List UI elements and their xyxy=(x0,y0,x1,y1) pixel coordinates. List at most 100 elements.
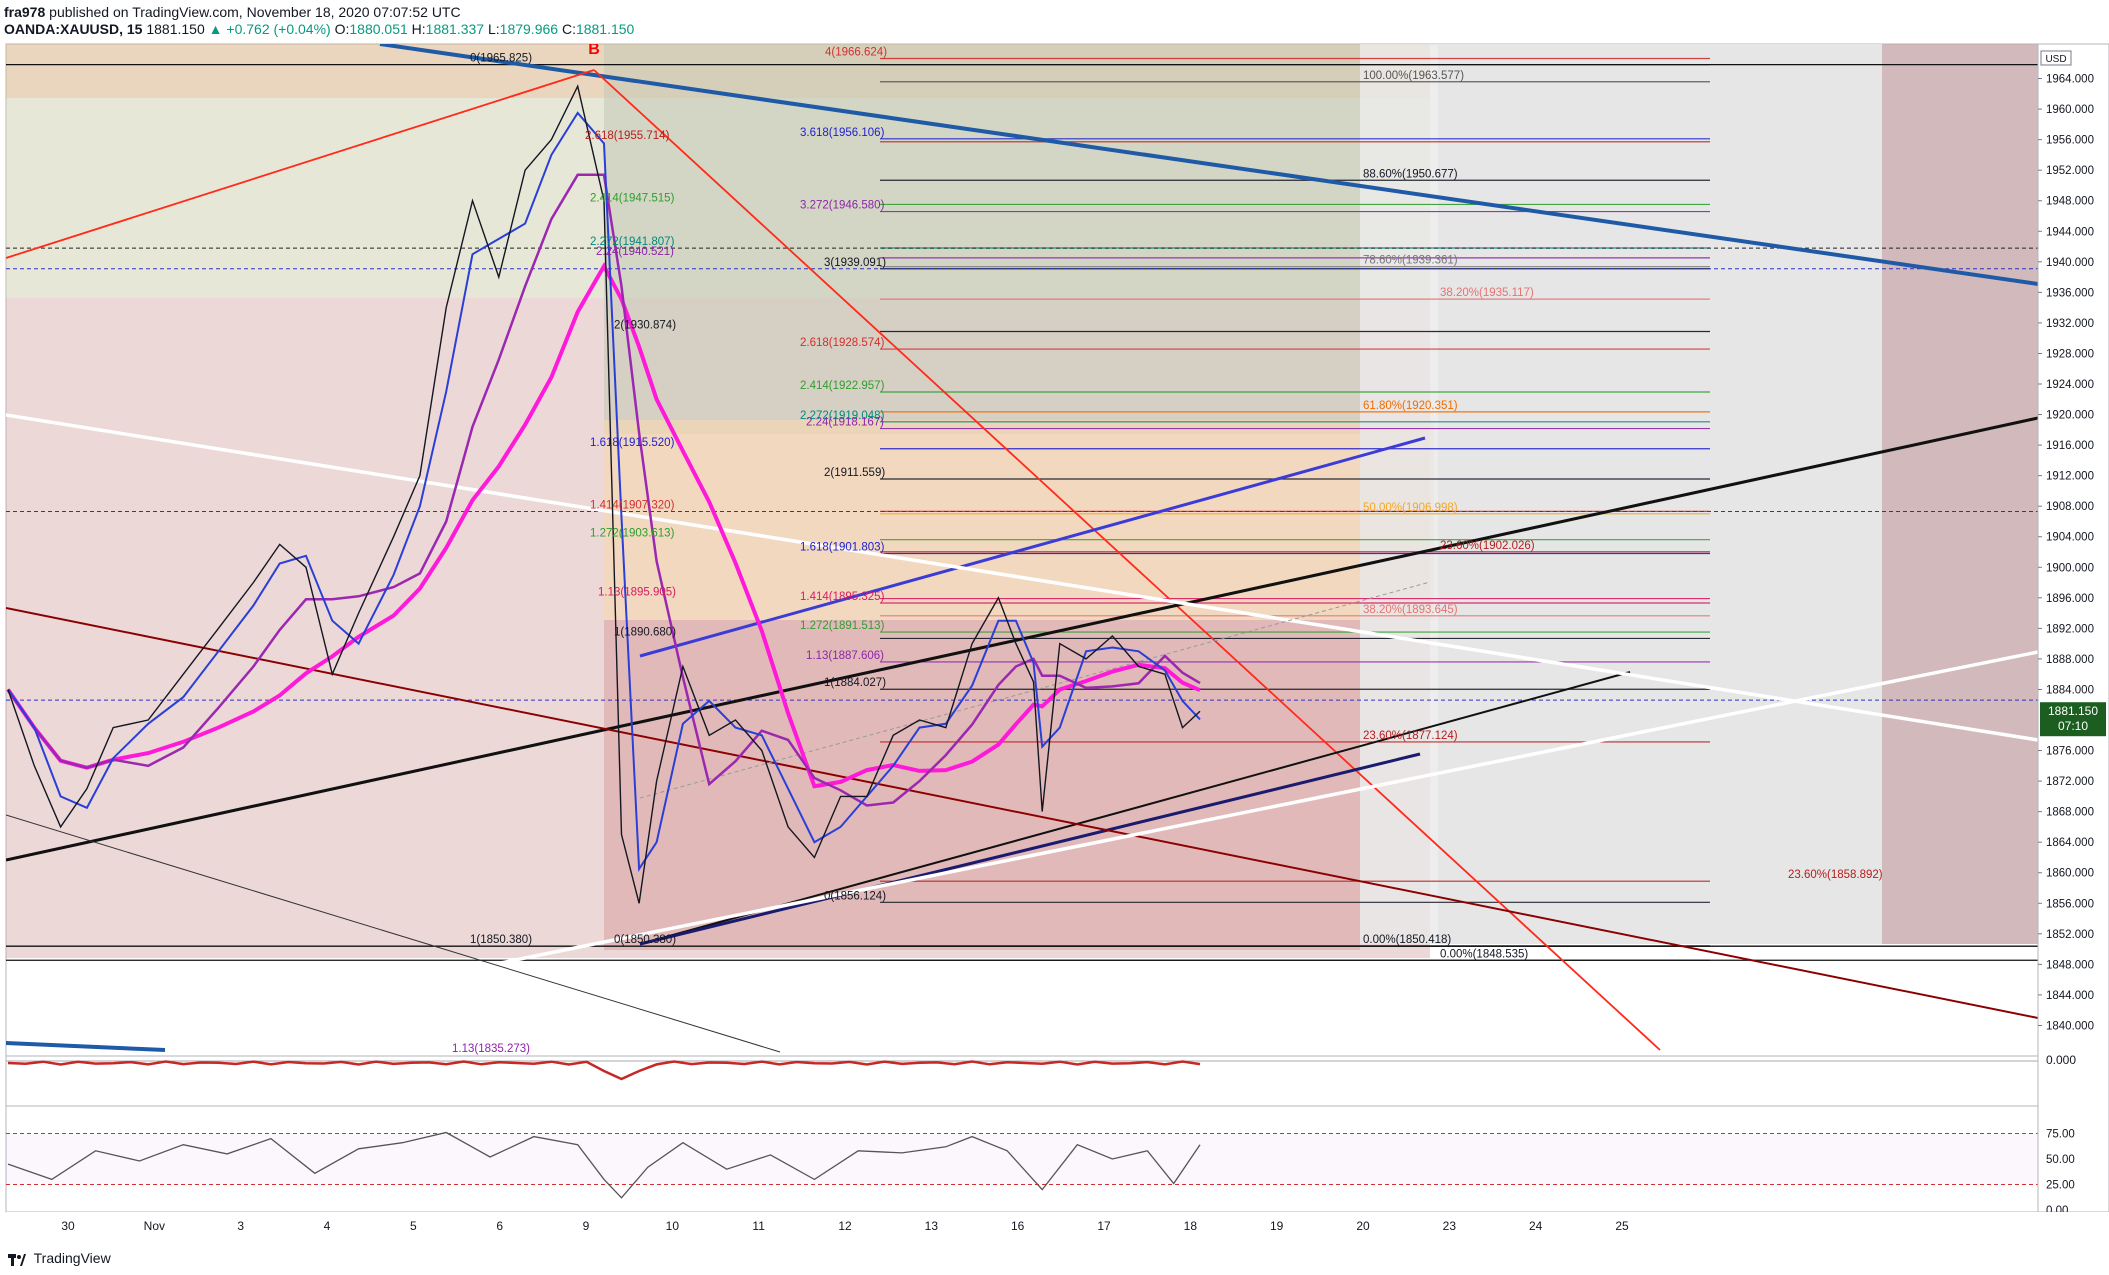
fib-label-27: 1.414(1895.325) xyxy=(800,591,885,603)
time-tick-11: 16 xyxy=(1011,1219,1025,1233)
time-tick-10: 13 xyxy=(925,1219,939,1233)
price-tick-10: 1924.000 xyxy=(2046,379,2094,391)
trend-blue-stub xyxy=(6,1041,166,1052)
white-line-lower xyxy=(79,650,2038,1050)
rsi-tick-2: 25.00 xyxy=(2046,1180,2075,1192)
rsi-series xyxy=(6,1131,2038,1199)
time-tick-16: 23 xyxy=(1443,1219,1457,1233)
close-value: 1881.150 xyxy=(575,21,635,37)
author-name[interactable]: fra978 xyxy=(4,4,46,20)
fib-label-23: 1.272(1903.613) xyxy=(590,528,675,540)
price-tick-21: 1876.000 xyxy=(2046,746,2094,758)
zone-green-box xyxy=(604,44,1360,434)
channel-navy xyxy=(639,752,1421,946)
fib-label-36: 1(1850.380) xyxy=(470,934,532,946)
price-tick-3: 1952.000 xyxy=(2046,165,2094,177)
rsi-line xyxy=(7,1131,1201,1199)
fib-labels: 0(1965.825) 4(1966.624) 100.00%(1963.577) 3… xyxy=(452,47,1883,1055)
fib-label-6: 2.414(1947.515) xyxy=(590,192,675,204)
zone-gray xyxy=(1438,44,1882,944)
time-tick-15: 20 xyxy=(1356,1219,1370,1233)
price-tick-7: 1936.000 xyxy=(2046,287,2094,299)
price-tick-2: 1956.000 xyxy=(2046,135,2094,147)
zone-orange-box xyxy=(604,420,1434,620)
open-label: O: xyxy=(334,21,350,37)
fib-label-13: 2(1930.874) xyxy=(614,320,676,332)
tradingview-logo-icon xyxy=(8,1253,26,1267)
fib-label-24: 23.60%(1902.026) xyxy=(1440,540,1535,552)
fib-label-12: 38.20%(1935.117) xyxy=(1440,287,1534,299)
high-value: 1881.337 xyxy=(425,21,485,37)
currency-badge[interactable] xyxy=(2040,50,2072,66)
channel-black-lower xyxy=(639,671,1631,945)
fib-label-16: 61.80%(1920.351) xyxy=(1363,400,1458,412)
time-tick-13: 18 xyxy=(1184,1219,1198,1233)
fib-label-2: 100.00%(1963.577) xyxy=(1363,70,1464,82)
fib-label-28: 38.20%(1893.645) xyxy=(1363,604,1458,616)
trend-lines xyxy=(6,44,2038,1053)
high-label: H: xyxy=(411,21,426,37)
fib-label-15: 2.414(1922.957) xyxy=(800,380,885,392)
oscillator-pane[interactable] xyxy=(5,1055,2039,1107)
time-tick-6: 9 xyxy=(583,1219,590,1233)
rsi-tick-1: 50.00 xyxy=(2046,1154,2075,1166)
price-tick-11: 1920.000 xyxy=(2046,410,2094,422)
price-tick-1: 1960.000 xyxy=(2046,104,2094,116)
price-tick-4: 1948.000 xyxy=(2046,196,2094,208)
fib-label-0: 0(1965.825) xyxy=(470,53,532,65)
time-axis[interactable] xyxy=(6,1212,2109,1240)
price-tick-13: 1912.000 xyxy=(2046,471,2094,483)
fib-label-32: 1(1884.027) xyxy=(824,677,886,689)
fib-label-22: 50.00%(1906.998) xyxy=(1363,502,1458,514)
fib-label-10: 3(1939.091) xyxy=(824,257,886,269)
fib-label-8: 2.272(1941.807) xyxy=(590,236,675,248)
fib-label-5: 88.60%(1950.677) xyxy=(1363,168,1458,180)
close-label: C: xyxy=(561,21,576,37)
price-tick-26: 1856.000 xyxy=(2046,898,2094,910)
thin-black-line xyxy=(6,814,781,1053)
time-tick-5: 6 xyxy=(496,1219,503,1233)
last-price: 1881.150 xyxy=(146,21,205,37)
price-tick-24: 1864.000 xyxy=(2046,837,2094,849)
osc-tick-label: 0.000 xyxy=(2046,1053,2076,1067)
price-tick-18: 1892.000 xyxy=(2046,623,2094,635)
price-tick-8: 1932.000 xyxy=(2046,318,2094,330)
rsi-pane[interactable] xyxy=(5,1105,2039,1213)
fib-label-34: 23.60%(1858.892) xyxy=(1788,869,1883,881)
time-tick-1: Nov xyxy=(144,1219,165,1233)
fib-label-7: 3.272(1946.580) xyxy=(800,200,885,212)
price-chart[interactable]: 0(1965.825) 4(1966.624) 100.00%(1963.577) 3… xyxy=(0,40,2109,1245)
open-value: 1880.051 xyxy=(349,21,408,37)
price-tick-27: 1852.000 xyxy=(2046,929,2094,941)
zone-right-mauve xyxy=(1882,44,2038,944)
fib-label-21: 1.414(1907.320) xyxy=(590,499,675,511)
time-tick-4: 5 xyxy=(410,1219,417,1233)
time-tick-3: 4 xyxy=(324,1219,331,1233)
price-tick-17: 1896.000 xyxy=(2046,593,2094,605)
time-tick-labels: 30 Nov 3 4 5 6 9 10 11 12 13 16 17 18 19 20 23 24 25 xyxy=(61,1219,1629,1233)
fib-label-4: 2.618(1955.714) xyxy=(585,130,670,142)
fib-label-31: 1.13(1887.606) xyxy=(806,650,884,662)
currency-label: USD xyxy=(2045,54,2066,65)
channel-black-upper xyxy=(6,416,2038,862)
fib-label-35: 0(1856.124) xyxy=(824,890,886,902)
channel-dark-red xyxy=(6,607,2038,1019)
fib-label-14: 2.618(1928.574) xyxy=(800,337,885,349)
footer-brand: TradingView xyxy=(8,1250,111,1267)
price-tick-12: 1916.000 xyxy=(2046,440,2094,452)
price-tick-20: 1884.000 xyxy=(2046,684,2094,696)
price-tick-0: 1964.000 xyxy=(2046,74,2094,86)
time-tick-0: 30 xyxy=(61,1219,75,1233)
price-scale[interactable] xyxy=(2037,43,2109,1213)
fib-level-lines xyxy=(6,57,2038,961)
fib-label-18: 2.24(1918.167) xyxy=(806,417,884,429)
point-label-b: B xyxy=(588,41,600,58)
fib-label-1: 4(1966.624) xyxy=(825,47,887,59)
low-label: L: xyxy=(487,21,500,37)
symbol-name[interactable]: OANDA:XAUUSD, 15 xyxy=(4,21,143,37)
white-line-upper xyxy=(6,413,2038,742)
time-tick-2: 3 xyxy=(237,1219,244,1233)
ma-mid-line xyxy=(6,173,1201,807)
time-tick-14: 19 xyxy=(1270,1219,1284,1233)
oscillator-line xyxy=(7,1060,1201,1081)
